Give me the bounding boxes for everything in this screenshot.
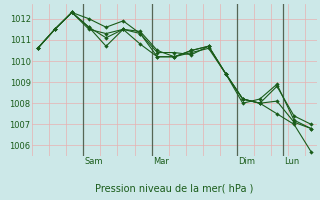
Text: Dim: Dim	[238, 157, 255, 166]
Text: Sam: Sam	[85, 157, 103, 166]
Text: Pression niveau de la mer( hPa ): Pression niveau de la mer( hPa )	[95, 183, 253, 193]
Text: Mar: Mar	[153, 157, 169, 166]
Text: Lun: Lun	[284, 157, 299, 166]
